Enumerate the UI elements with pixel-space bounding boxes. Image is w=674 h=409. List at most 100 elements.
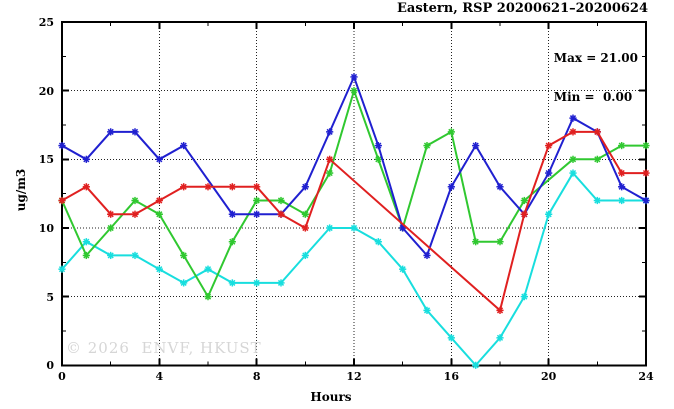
plot-border (61, 21, 647, 367)
data-point-marker (618, 196, 626, 205)
data-point-marker (326, 128, 334, 136)
data-point-marker (618, 169, 626, 177)
x-tick-label: 8 (252, 370, 261, 383)
axis-ticks (61, 21, 647, 367)
data-point-marker (228, 279, 236, 287)
data-point-marker (520, 293, 528, 301)
series-blue-line (61, 74, 647, 258)
data-point-marker (593, 196, 601, 205)
data-point-marker (642, 141, 650, 150)
data-point-marker (642, 169, 650, 177)
data-point-marker (545, 169, 553, 177)
data-point-marker (520, 210, 528, 218)
data-point-marker (520, 196, 528, 205)
data-point-marker (107, 224, 115, 232)
data-point-marker (326, 155, 334, 163)
data-point-marker (423, 306, 431, 314)
x-tick-label: 0 (58, 370, 66, 383)
data-point-marker (277, 196, 285, 205)
data-point-marker (593, 155, 601, 163)
data-point-marker (204, 265, 212, 273)
data-point-marker (155, 196, 163, 205)
data-point-marker (423, 251, 431, 260)
data-point-marker (301, 224, 309, 232)
x-tick-label: 16 (443, 370, 459, 383)
data-point-marker (350, 87, 358, 95)
series-cyan (58, 169, 650, 369)
x-tick-label: 12 (346, 370, 362, 383)
data-point-marker (228, 238, 236, 246)
min-value-label: Min = 0.00 (553, 90, 633, 104)
series-blue (58, 73, 650, 260)
data-point-marker (107, 251, 115, 260)
data-point-marker (82, 155, 90, 163)
data-point-marker (107, 210, 115, 218)
y-tick-label: 25 (38, 16, 54, 29)
data-point-marker (301, 210, 309, 218)
data-point-marker (472, 361, 480, 369)
max-value-label: Max = 21.00 (553, 51, 638, 65)
data-point-marker (472, 141, 480, 150)
data-point-marker (155, 155, 163, 163)
y-axis-label: ug/m3 (14, 168, 28, 212)
data-point-marker (204, 293, 212, 301)
data-point-marker (228, 210, 236, 218)
data-point-marker (131, 128, 139, 136)
data-point-marker (277, 279, 285, 287)
data-point-marker (58, 196, 66, 205)
data-point-marker (107, 128, 115, 136)
data-point-marker (447, 128, 455, 136)
data-point-marker (374, 141, 382, 150)
data-point-marker (545, 210, 553, 218)
data-point-marker (618, 141, 626, 150)
data-point-marker (277, 210, 285, 218)
data-point-marker (399, 224, 407, 232)
data-point-marker (423, 141, 431, 150)
data-point-marker (82, 238, 90, 246)
data-point-marker (545, 141, 553, 150)
data-point-marker (155, 265, 163, 273)
data-point-marker (155, 210, 163, 218)
series-cyan-line (61, 171, 646, 367)
data-point-marker (447, 183, 455, 191)
data-point-marker (350, 73, 358, 81)
data-point-marker (326, 169, 334, 177)
data-point-marker (301, 183, 309, 191)
data-point-marker (228, 183, 236, 191)
y-tick-label: 0 (46, 359, 54, 373)
data-point-marker (374, 238, 382, 246)
x-tick-label: 4 (155, 370, 164, 383)
data-point-marker (472, 238, 480, 246)
data-point-marker (447, 334, 455, 342)
data-point-marker (180, 251, 188, 260)
data-point-marker (496, 334, 504, 342)
data-point-marker (131, 196, 139, 205)
data-point-marker (58, 141, 66, 150)
data-point-marker (58, 265, 66, 273)
data-point-marker (180, 279, 188, 287)
data-point-marker (374, 155, 382, 163)
watermark: © 2026 ENVF, HKUST (66, 339, 262, 357)
data-point-marker (569, 155, 577, 163)
data-point-marker (82, 183, 90, 191)
data-point-marker (642, 196, 650, 205)
data-point-marker (496, 238, 504, 246)
maxmin-annotation: Max = 21.00 Min = 0.00 (554, 26, 638, 130)
data-point-marker (569, 169, 577, 177)
data-point-marker (204, 183, 212, 191)
series-green (58, 87, 650, 301)
data-point-marker (326, 224, 334, 232)
data-point-marker (82, 251, 90, 260)
x-axis-label: Hours (310, 390, 352, 404)
data-point-marker (253, 183, 261, 191)
data-point-marker (593, 128, 601, 136)
data-point-marker (131, 251, 139, 260)
data-point-marker (253, 210, 261, 218)
y-tick-label: 10 (38, 221, 54, 235)
x-tick-label: 24 (638, 370, 654, 383)
data-point-marker (253, 279, 261, 287)
data-point-marker (496, 306, 504, 314)
data-point-marker (180, 183, 188, 191)
